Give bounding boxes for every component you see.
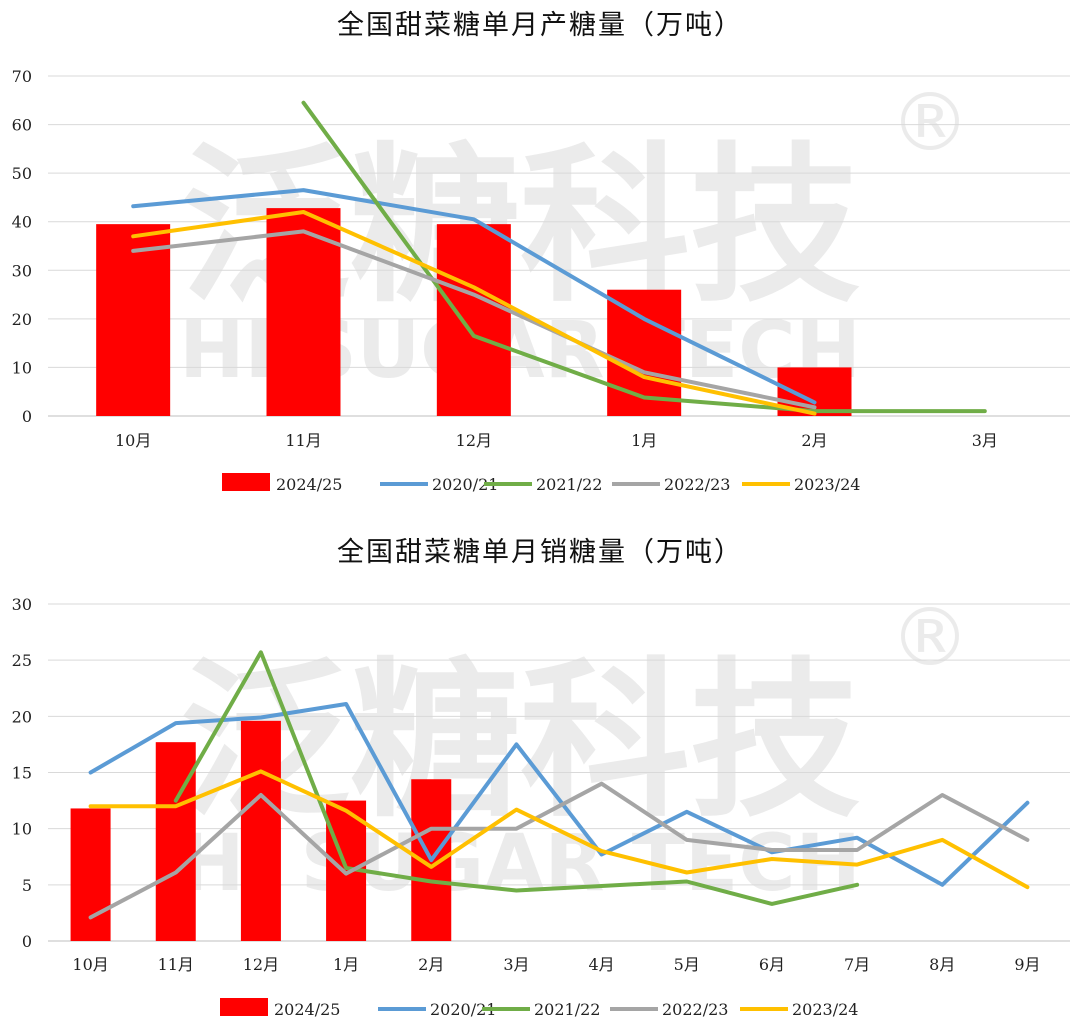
legend-item: 2023/24 [740, 1000, 858, 1019]
series-line-2022-23 [88, 781, 1030, 920]
bar [240, 720, 281, 941]
series-line-2023-24 [88, 769, 1030, 890]
x-tick-label: 7月 [844, 955, 870, 974]
legend-item: 2020/21 [380, 475, 498, 494]
series-line-2021-22 [173, 650, 860, 906]
x-tick-label: 10月 [72, 955, 108, 974]
bar [607, 289, 682, 416]
legend-label: 2020/21 [430, 1000, 496, 1019]
x-tick-label: 8月 [929, 955, 955, 974]
y-tick-label: 5 [22, 876, 32, 895]
y-tick-label: 10 [12, 358, 32, 377]
legend: 2024/25 2020/21 2021/22 2022/23 2023/24 [222, 473, 860, 494]
y-tick-label: 0 [22, 407, 32, 426]
y-tick-label: 10 [12, 820, 32, 839]
series-bars-2024-25 [96, 208, 852, 416]
x-tick-label: 3月 [972, 431, 998, 450]
x-tick-label: 10月 [115, 431, 151, 450]
watermark-registered-mark: ® [890, 76, 970, 169]
legend-label: 2023/24 [794, 475, 860, 494]
x-tick-label: 6月 [759, 955, 785, 974]
legend-item: 2022/23 [612, 475, 730, 494]
y-tick-label: 70 [12, 67, 32, 86]
bar [436, 224, 511, 416]
chart-title: 全国甜菜糖单月产糖量（万吨） [337, 10, 743, 41]
legend-label: 2021/22 [536, 475, 602, 494]
chart-title: 全国甜菜糖单月销糖量（万吨） [337, 537, 743, 568]
legend-label: 2021/22 [534, 1000, 600, 1019]
x-tick-label: 12月 [243, 955, 279, 974]
legend-item: 2021/22 [484, 475, 602, 494]
watermark-registered-mark: ® [890, 591, 970, 684]
bar [266, 208, 341, 416]
legend-item: 2023/24 [742, 475, 860, 494]
legend-item: 2022/23 [610, 1000, 728, 1019]
legend-item: 2024/25 [222, 473, 342, 494]
watermark-en: HI SUGAR TECH [179, 819, 861, 909]
bar [155, 742, 196, 941]
legend: 2024/25 2020/21 2021/22 2022/23 2023/24 [220, 998, 858, 1019]
y-tick-label: 0 [22, 932, 32, 951]
series-line-2020-21 [131, 188, 817, 405]
legend-label: 2024/25 [274, 1000, 340, 1019]
x-tick-label: 1月 [631, 431, 657, 450]
x-tick-label: 3月 [503, 955, 529, 974]
x-tick-label: 1月 [333, 955, 359, 974]
legend-swatch [220, 998, 268, 1016]
legend-label: 2024/25 [276, 475, 342, 494]
x-tick-label: 2月 [801, 431, 827, 450]
y-tick-label: 25 [12, 651, 32, 670]
y-tick-label: 30 [12, 595, 32, 614]
y-tick-label: 30 [12, 261, 32, 280]
x-tick-label: 11月 [285, 431, 321, 450]
x-tick-label: 12月 [456, 431, 492, 450]
x-tick-label: 9月 [1014, 955, 1040, 974]
series-line-2023-24 [131, 210, 817, 416]
x-tick-label: 11月 [158, 955, 194, 974]
x-tick-label: 4月 [588, 955, 614, 974]
series-line-2020-21 [88, 702, 1030, 887]
y-tick-label: 20 [12, 310, 32, 329]
watermark-cn: 泛糖科技 [180, 643, 860, 841]
legend-swatch [222, 473, 270, 491]
series-line-2021-22 [301, 100, 987, 414]
series-line-2022-23 [131, 229, 817, 410]
gridlines [48, 603, 1070, 942]
y-tick-label: 20 [12, 707, 32, 726]
legend-item: 2024/25 [220, 998, 340, 1019]
legend-label: 2020/21 [432, 475, 498, 494]
x-tick-label: 5月 [674, 955, 700, 974]
x-tick-label: 2月 [418, 955, 444, 974]
legend-label: 2022/23 [664, 475, 730, 494]
bar [70, 808, 111, 941]
legend-item: 2021/22 [482, 1000, 600, 1019]
legend-item: 2020/21 [378, 1000, 496, 1019]
legend-label: 2023/24 [792, 1000, 858, 1019]
y-tick-label: 60 [12, 116, 32, 135]
legend-label: 2022/23 [662, 1000, 728, 1019]
bar [96, 224, 171, 416]
y-tick-label: 50 [12, 164, 32, 183]
y-tick-label: 40 [12, 213, 32, 232]
y-tick-label: 15 [12, 764, 32, 783]
